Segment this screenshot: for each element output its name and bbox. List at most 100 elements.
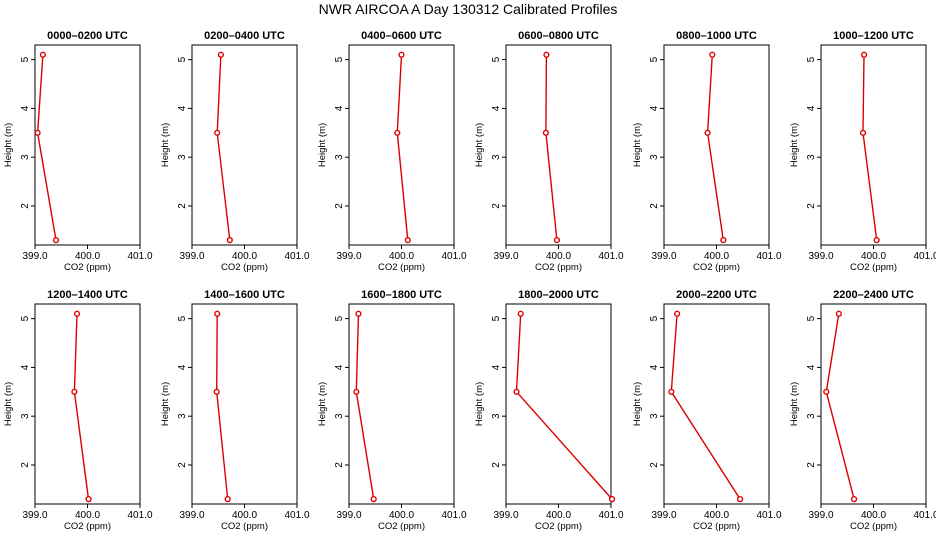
x-tick-label: 399.0 <box>493 251 518 262</box>
x-tick-label: 400.0 <box>861 510 886 521</box>
series-line <box>862 54 878 241</box>
series-line <box>706 54 724 241</box>
data-point <box>709 51 716 58</box>
panel: 1600–1800 UTC 399.0 400.0 401.0 2 3 4 5 CO2 (ppm… <box>317 289 467 532</box>
y-axis-label: Height (m) <box>317 123 328 167</box>
x-tick-label: 401.0 <box>756 510 781 521</box>
x-tick-label: 401.0 <box>913 510 936 521</box>
x-tick-label: 400.0 <box>704 510 729 521</box>
y-tick-label: 3 <box>177 154 188 160</box>
data-point <box>873 237 880 244</box>
y-tick-label: 4 <box>649 364 660 370</box>
x-tick-label: 399.0 <box>336 510 361 521</box>
y-tick-label: 2 <box>806 462 817 468</box>
data-point <box>224 496 231 503</box>
panel-title: 0000–0200 UTC <box>47 30 128 42</box>
data-point <box>52 237 60 244</box>
data-point <box>835 310 842 317</box>
x-axis-label: CO2 (ppm) <box>850 262 897 273</box>
x-tick-label: 400.0 <box>546 251 571 262</box>
series-line <box>215 313 229 500</box>
y-tick-label: 2 <box>806 203 817 209</box>
series-line <box>73 313 90 500</box>
y-axis-label: Height (m) <box>632 382 643 426</box>
data-point <box>720 237 727 244</box>
data-point <box>353 388 360 395</box>
y-tick-label: 3 <box>177 413 188 419</box>
x-tick-label: 399.0 <box>22 510 47 521</box>
panel: 1800–2000 UTC 399.0 400.0 401.0 2 3 4 5 CO2 (ppm… <box>474 289 624 532</box>
y-tick-label: 4 <box>491 364 502 370</box>
y-tick-label: 5 <box>649 56 660 62</box>
y-tick-label: 2 <box>177 203 188 209</box>
x-tick-label: 399.0 <box>336 251 361 262</box>
plot-frame <box>34 44 141 246</box>
y-tick-label: 2 <box>491 203 502 209</box>
plot-frame <box>348 44 455 246</box>
y-axis-label: Height (m) <box>3 382 14 426</box>
panel-title: 2200–2400 UTC <box>833 289 914 301</box>
y-tick-label: 2 <box>649 462 660 468</box>
y-tick-label: 2 <box>649 203 660 209</box>
panel-title: 1200–1400 UTC <box>47 289 128 301</box>
plot-frame <box>191 303 298 505</box>
x-tick-label: 401.0 <box>127 251 152 262</box>
y-tick-label: 5 <box>491 315 502 321</box>
y-tick-label: 4 <box>649 105 660 111</box>
x-tick-label: 399.0 <box>808 251 833 262</box>
plot-frame <box>34 303 141 505</box>
x-tick-label: 399.0 <box>179 510 204 521</box>
data-point <box>217 51 224 58</box>
y-tick-label: 2 <box>334 203 345 209</box>
panel: 1400–1600 UTC 399.0 400.0 401.0 2 3 4 5 CO2 (ppm… <box>160 289 310 532</box>
data-point <box>71 388 78 395</box>
data-point <box>859 129 867 136</box>
y-tick-label: 3 <box>491 154 502 160</box>
y-tick-label: 4 <box>177 364 188 370</box>
x-tick-label: 400.0 <box>389 251 414 262</box>
y-tick-label: 5 <box>334 56 345 62</box>
panel-title: 1800–2000 UTC <box>518 289 599 301</box>
plot-frame <box>505 44 612 246</box>
y-tick-label: 5 <box>20 56 31 62</box>
data-point <box>39 51 46 58</box>
y-tick-label: 5 <box>177 315 188 321</box>
data-point <box>608 496 616 503</box>
y-tick-label: 4 <box>334 364 345 370</box>
plot-frame <box>191 44 298 246</box>
x-tick-label: 400.0 <box>75 251 100 262</box>
y-tick-label: 5 <box>20 315 31 321</box>
x-tick-label: 401.0 <box>756 251 781 262</box>
x-tick-label: 400.0 <box>704 251 729 262</box>
x-tick-label: 400.0 <box>75 510 100 521</box>
x-axis-label: CO2 (ppm) <box>378 521 425 532</box>
series-line <box>825 313 855 500</box>
data-point <box>704 129 711 136</box>
x-tick-label: 400.0 <box>232 251 257 262</box>
y-tick-label: 4 <box>334 105 345 111</box>
y-tick-label: 2 <box>491 462 502 468</box>
data-point <box>34 129 41 136</box>
plot-frame <box>663 44 770 246</box>
x-tick-label: 400.0 <box>232 510 257 521</box>
y-axis-label: Height (m) <box>317 382 328 426</box>
data-point <box>674 310 681 317</box>
panel: 1000–1200 UTC 399.0 400.0 401.0 2 3 4 5 CO2 (ppm… <box>789 30 936 273</box>
y-tick-label: 3 <box>334 154 345 160</box>
data-point <box>517 310 524 317</box>
y-tick-label: 4 <box>491 105 502 111</box>
data-point <box>668 388 675 395</box>
data-point <box>355 310 362 317</box>
y-tick-label: 3 <box>649 154 660 160</box>
figure-title: NWR AIRCOA A Day 130312 Calibrated Profi… <box>318 1 618 17</box>
panel: 2000–2200 UTC 399.0 400.0 401.0 2 3 4 5 CO2 (ppm… <box>632 289 782 532</box>
data-point <box>542 129 550 136</box>
y-tick-label: 2 <box>20 462 31 468</box>
x-axis-label: CO2 (ppm) <box>64 521 111 532</box>
panel: 0000–0200 UTC 399.0 400.0 401.0 2 3 4 5 CO2 (ppm… <box>3 30 153 273</box>
panel-title: 0400–0600 UTC <box>361 30 442 42</box>
x-tick-label: 401.0 <box>441 251 466 262</box>
panel-title: 1000–1200 UTC <box>833 30 914 42</box>
y-tick-label: 4 <box>177 105 188 111</box>
